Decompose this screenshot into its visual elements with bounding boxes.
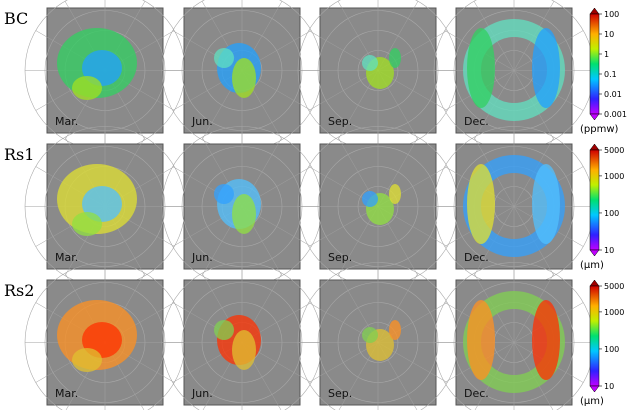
row-label: BC bbox=[4, 9, 28, 28]
month-label: Mar. bbox=[55, 387, 78, 400]
month-label: Mar. bbox=[55, 115, 78, 128]
colorbar-cap bbox=[590, 280, 599, 286]
data-field bbox=[532, 164, 560, 244]
colorbar-unit: (µm) bbox=[580, 260, 604, 271]
colorbar-cap bbox=[590, 114, 599, 120]
data-field bbox=[467, 28, 495, 108]
month-label: Dec. bbox=[464, 251, 489, 264]
data-field bbox=[362, 55, 378, 71]
colorbar-tick-label: 1 bbox=[604, 50, 609, 59]
colorbar-tick-label: 0.01 bbox=[604, 90, 622, 99]
data-field bbox=[532, 300, 560, 380]
colorbar-cap bbox=[590, 386, 599, 392]
month-label: Jun. bbox=[191, 115, 213, 128]
colorbar-tick-label: 100 bbox=[604, 209, 619, 218]
colorbar-tick-label: 10 bbox=[604, 382, 614, 391]
data-field bbox=[467, 300, 495, 380]
colorbar-tick-label: 10 bbox=[604, 30, 614, 39]
colorbar bbox=[590, 286, 599, 386]
data-field bbox=[389, 184, 401, 204]
month-label: Sep. bbox=[328, 251, 352, 264]
data-field bbox=[532, 28, 560, 108]
colorbar-cap bbox=[590, 144, 599, 150]
data-field bbox=[72, 348, 102, 372]
month-label: Sep. bbox=[328, 387, 352, 400]
data-field bbox=[362, 327, 378, 343]
month-label: Dec. bbox=[464, 387, 489, 400]
month-label: Sep. bbox=[328, 115, 352, 128]
colorbar-unit: (µm) bbox=[580, 396, 604, 407]
colorbar-tick-label: 10 bbox=[604, 246, 614, 255]
data-field bbox=[214, 184, 234, 204]
data-field bbox=[232, 330, 256, 370]
data-field bbox=[72, 212, 102, 236]
month-label: Mar. bbox=[55, 251, 78, 264]
data-field bbox=[389, 48, 401, 68]
colorbar-tick-label: 0.001 bbox=[604, 110, 627, 119]
data-field bbox=[362, 191, 378, 207]
row-label: Rs1 bbox=[4, 145, 34, 164]
colorbar-tick-label: 1000 bbox=[604, 308, 624, 317]
data-field bbox=[214, 320, 234, 340]
colorbar bbox=[590, 14, 599, 114]
data-field bbox=[232, 194, 256, 234]
colorbar-tick-label: 100 bbox=[604, 345, 619, 354]
row-label: Rs2 bbox=[4, 281, 34, 300]
colorbar-tick-label: 5000 bbox=[604, 282, 624, 291]
month-label: Dec. bbox=[464, 115, 489, 128]
colorbar bbox=[590, 150, 599, 250]
colorbar-tick-label: 5000 bbox=[604, 146, 624, 155]
data-field bbox=[389, 320, 401, 340]
data-field bbox=[232, 58, 256, 98]
month-label: Jun. bbox=[191, 251, 213, 264]
data-field bbox=[72, 76, 102, 100]
colorbar-tick-label: 100 bbox=[604, 10, 619, 19]
colorbar-tick-label: 1000 bbox=[604, 172, 624, 181]
figure: BC Mar. Jun. Sep. Dec. 100 10 1 0.1 0.01 0.001 (ppm… bbox=[0, 0, 627, 410]
data-field bbox=[214, 48, 234, 68]
colorbar-tick-label: 0.1 bbox=[604, 70, 617, 79]
month-label: Jun. bbox=[191, 387, 213, 400]
colorbar-unit: (ppmw) bbox=[580, 124, 619, 135]
colorbar-cap bbox=[590, 250, 599, 256]
data-field bbox=[467, 164, 495, 244]
colorbar-cap bbox=[590, 8, 599, 14]
